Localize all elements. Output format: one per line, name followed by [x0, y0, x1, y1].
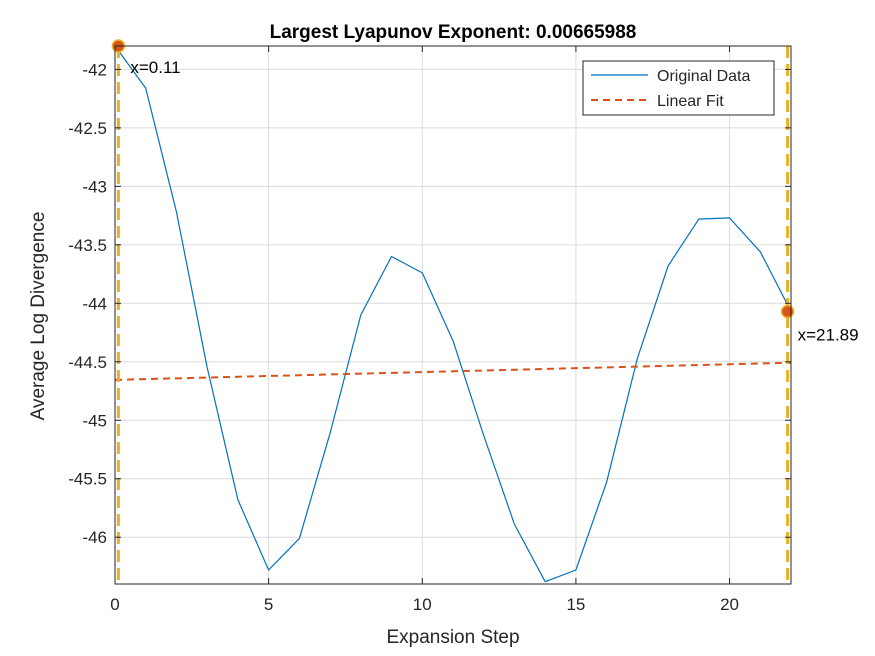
plot-area [115, 46, 791, 584]
marker-points: x=0.11 x=21.89 [111, 39, 859, 344]
x-tick-label: 15 [566, 595, 585, 614]
y-tick-label: -42 [82, 60, 107, 79]
marker-point [780, 304, 795, 319]
marker-label: x=0.11 [130, 58, 180, 77]
series-line-original-data [114, 45, 792, 583]
plot-frame [114, 45, 792, 585]
legend-label-original-data: Original Data [657, 68, 750, 85]
grid-lines [114, 46, 791, 584]
legend-box [582, 60, 775, 116]
axis-ticks: 0 5 10 15 20 -42 -42.5 -43 -43.5 -44 -44.5 -45 -45.5… [68, 46, 791, 614]
y-tick-label: -44 [82, 294, 107, 313]
y-tick-label: -46 [82, 528, 107, 547]
series-layer [114, 45, 792, 583]
x-tick-label: 5 [264, 595, 273, 614]
x-tick-label: 20 [720, 595, 739, 614]
x-tick-label: 0 [110, 595, 119, 614]
series-line-linear-fit [114, 361, 792, 381]
y-tick-label: -42.5 [68, 119, 107, 138]
x-tick-label: 10 [413, 595, 432, 614]
y-tick-label: -43 [82, 177, 107, 196]
y-tick-label: -45 [82, 411, 107, 430]
marker-label: x=21.89 [798, 325, 859, 344]
legend: Original Data Linear Fit [582, 60, 775, 116]
chart-title: Largest Lyapunov Exponent: 0.00665988 [270, 22, 637, 43]
legend-label-linear-fit: Linear Fit [657, 93, 724, 110]
y-tick-label: -43.5 [68, 236, 107, 255]
y-tick-label: -44.5 [68, 353, 107, 372]
y-axis-label: Average Log Divergence [28, 212, 49, 421]
y-tick-label: -45.5 [68, 470, 107, 489]
x-axis-label: Expansion Step [386, 627, 519, 648]
